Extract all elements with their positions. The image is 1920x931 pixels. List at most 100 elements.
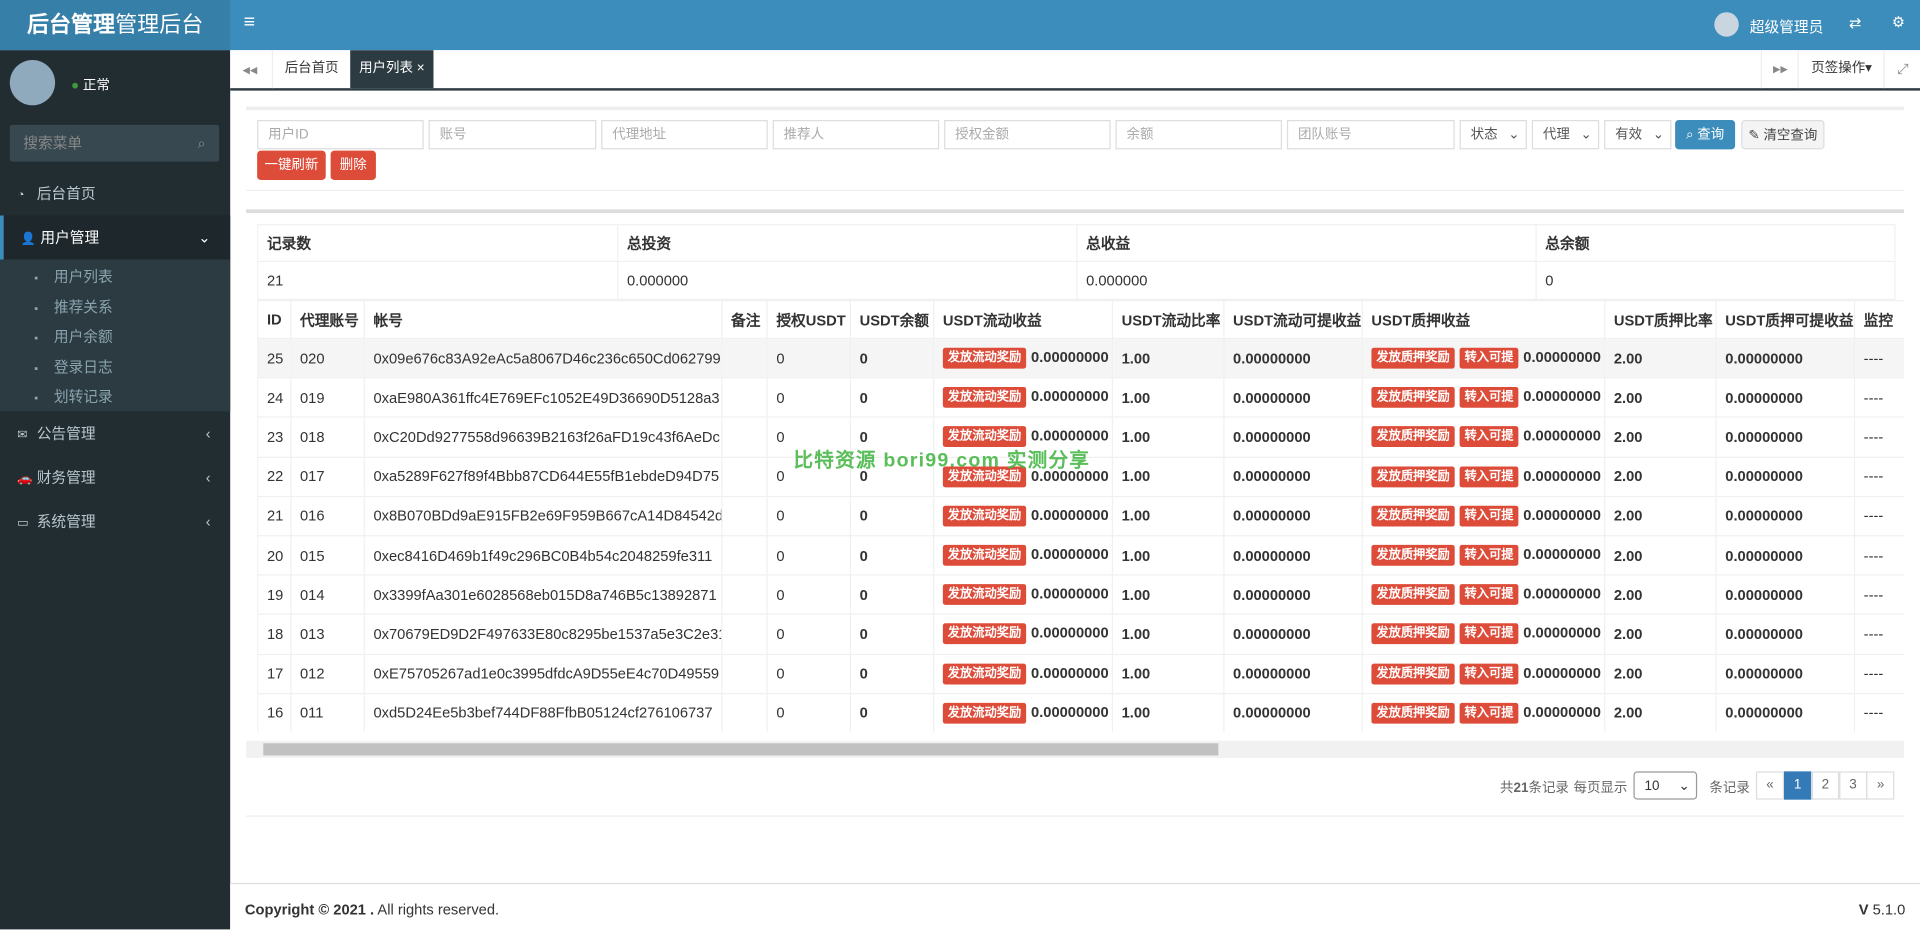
action-button[interactable]: 转入可提 xyxy=(1459,426,1519,448)
action-button[interactable]: 发放质押奖励 xyxy=(1371,544,1455,566)
filter-select[interactable]: 代理 ⌄ xyxy=(1531,120,1600,150)
page-link[interactable]: 3 xyxy=(1838,771,1868,800)
scroll-thumb[interactable] xyxy=(263,743,1219,756)
clear-button[interactable]: ✎ 清空查询 xyxy=(1741,120,1825,150)
page-link[interactable]: 1 xyxy=(1783,771,1812,800)
cell-id: 17 xyxy=(257,653,292,694)
menu-icon: 🚗 xyxy=(17,472,33,487)
submenu-item[interactable]: ▪ 推荐关系 xyxy=(0,292,230,321)
action-button[interactable]: 转入可提 xyxy=(1459,584,1519,606)
tab[interactable]: 后台首页 xyxy=(271,50,352,89)
page-ops[interactable]: 页签操作▾ xyxy=(1797,50,1885,89)
action-button[interactable]: 转入可提 xyxy=(1459,387,1519,409)
filter-input[interactable]: 团队账号 xyxy=(1286,120,1455,150)
settings-icon[interactable]: ⚙ xyxy=(1891,13,1906,31)
cell-note xyxy=(721,574,768,616)
submenu-item[interactable]: ▪ 用户列表 xyxy=(0,262,230,291)
action-button[interactable]: 发放流动奖励 xyxy=(942,702,1027,724)
menu-item[interactable]: ✉ 公告管理 ‹ xyxy=(0,411,230,455)
cell-account: 0xC20Dd9277558d96639B2163f26aFD19c43f6Ae… xyxy=(363,416,723,458)
brand[interactable]: 后台管理管理后台 xyxy=(0,0,231,51)
search-button[interactable]: ⌕ 查询 xyxy=(1675,120,1736,150)
action-button[interactable]: 发放流动奖励 xyxy=(942,623,1027,645)
record-info: 共21条记录 xyxy=(1500,778,1569,798)
table-scroll: 记录数 总投资 总收益 总余额 21 0.000000 0.000000 0 ID 代理账号 帐号… xyxy=(257,224,1905,733)
search-menu[interactable]: 搜索菜单 ⌕ xyxy=(9,124,220,162)
action-button[interactable]: 转入可提 xyxy=(1459,663,1519,684)
action-button[interactable]: 发放流动奖励 xyxy=(942,505,1027,527)
submenu-icon: ▪ xyxy=(34,301,39,315)
submenu-item[interactable]: ▪ 划转记录 xyxy=(0,382,230,411)
scrollbar[interactable] xyxy=(246,740,1905,758)
action-button[interactable]: 发放流动奖励 xyxy=(942,347,1027,369)
action-button[interactable]: 发放质押奖励 xyxy=(1371,584,1455,606)
menu-toggle[interactable]: ≡ xyxy=(243,12,256,34)
menu-item[interactable]: 👤 用户管理 ⌄ xyxy=(0,215,231,260)
cell-pledge-ratio: 2.00 xyxy=(1604,416,1717,458)
action-button[interactable]: 发放流动奖励 xyxy=(942,544,1027,566)
action-button[interactable]: 发放流动奖励 xyxy=(942,426,1027,448)
cell-flow-withdrawable: 0.00000000 xyxy=(1223,337,1363,379)
action-button[interactable]: 转入可提 xyxy=(1459,544,1519,566)
action-button[interactable]: 转入可提 xyxy=(1459,623,1519,645)
menu-label: 财务管理 xyxy=(36,468,96,487)
per-page-select[interactable]: 10 ⌄ xyxy=(1633,771,1698,800)
top-bar: 后台管理管理后台 ≡ 超级管理员 ⇄ ⚙ xyxy=(0,0,1920,51)
filter-input[interactable]: 用户ID xyxy=(257,120,424,150)
table-row: 25 020 0x09e676c83A92eAc5a8067D46c236c650C… xyxy=(257,337,1905,379)
submenu-item[interactable]: ▪ 登录日志 xyxy=(0,352,230,381)
submenu-label: 用户余额 xyxy=(53,328,113,346)
action-button[interactable]: 转入可提 xyxy=(1459,702,1519,724)
menu-item[interactable]: ▭ 系统管理 ‹ xyxy=(0,500,230,544)
cell-pledge-ratio: 2.00 xyxy=(1604,377,1717,419)
tab-prev[interactable]: ◂◂ xyxy=(242,61,258,79)
cell-flow-income: 发放流动奖励 0.00000000 xyxy=(933,495,1114,537)
action-button[interactable]: 发放质押奖励 xyxy=(1371,347,1455,369)
refresh-icon[interactable]: ⇄ xyxy=(1848,14,1862,32)
submenu-item[interactable]: ▪ 用户余额 xyxy=(0,322,230,351)
filter-input[interactable]: 余额 xyxy=(1115,120,1283,150)
select-arrow: ⌄ xyxy=(1652,127,1665,143)
cell-pledge-income: 发放质押奖励 转入可提 0.00000000 xyxy=(1361,574,1606,616)
action-button[interactable]: 发放质押奖励 xyxy=(1371,387,1455,409)
filter-select[interactable]: 状态 ⌄ xyxy=(1459,120,1527,150)
value: 0.00000000 xyxy=(1031,663,1109,682)
action-button[interactable]: 发放质押奖励 xyxy=(1371,466,1455,487)
filter-input[interactable]: 授权金额 xyxy=(944,120,1111,150)
action-button[interactable]: 转入可提 xyxy=(1459,466,1519,487)
action-button[interactable]: 发放质押奖励 xyxy=(1371,702,1455,724)
menu-item[interactable]: 🚗 财务管理 ‹ xyxy=(0,456,230,500)
tab-next[interactable]: ▸▸ xyxy=(1760,50,1799,89)
action-button[interactable]: 发放质押奖励 xyxy=(1371,505,1455,527)
action-button[interactable]: 发放质押奖励 xyxy=(1371,663,1455,684)
action-button[interactable]: 发放流动奖励 xyxy=(942,663,1027,684)
action-button[interactable]: 发放质押奖励 xyxy=(1371,623,1455,645)
page-link[interactable]: » xyxy=(1866,771,1895,800)
page-link[interactable]: « xyxy=(1755,771,1785,800)
delete-button[interactable]: 删除 xyxy=(330,150,376,181)
refresh-button[interactable]: 一键刷新 xyxy=(257,150,326,181)
action-button[interactable]: 转入可提 xyxy=(1459,347,1519,369)
page-ops-label: 页签操作 xyxy=(1811,61,1866,76)
cell-account: 0xec8416D469b1f49c296BC0B4b54c2048259fe3… xyxy=(363,535,723,576)
action-button[interactable]: 发放流动奖励 xyxy=(942,387,1027,409)
cell-id: 16 xyxy=(257,692,292,733)
filter-input[interactable]: 账号 xyxy=(428,120,597,150)
filter-input[interactable]: 代理地址 xyxy=(601,120,768,150)
value: 0.00000000 xyxy=(1031,348,1109,366)
action-button[interactable]: 发放质押奖励 xyxy=(1371,426,1455,448)
tab-active[interactable]: 用户列表 × xyxy=(350,50,434,89)
table-row: 23 018 0xC20Dd9277558d96639B2163f26aFD19c4… xyxy=(257,416,1905,458)
action-button[interactable]: 发放流动奖励 xyxy=(942,584,1027,606)
filter-input[interactable]: 推荐人 xyxy=(772,120,940,150)
fullscreen[interactable]: ⤢ xyxy=(1883,50,1920,89)
filter-select[interactable]: 有效 ⌄ xyxy=(1604,120,1672,150)
cell-agent: 013 xyxy=(290,613,365,655)
page-link[interactable]: 2 xyxy=(1811,771,1840,800)
action-button[interactable]: 转入可提 xyxy=(1459,505,1519,527)
action-button[interactable]: 发放流动奖励 xyxy=(942,466,1027,487)
sidebar: ● 正常 搜索菜单 ⌕ ◔ 后台首页 👤 用户管理 ⌄ ▪ 用户列表 ▪ 推荐关系 ▪ 用户余额 ▪ 登录… xyxy=(0,50,231,930)
menu-item[interactable]: ◔ 后台首页 xyxy=(0,171,230,215)
cell-pledge-ratio: 2.00 xyxy=(1604,653,1717,694)
user-name[interactable]: 超级管理员 xyxy=(1749,18,1824,36)
